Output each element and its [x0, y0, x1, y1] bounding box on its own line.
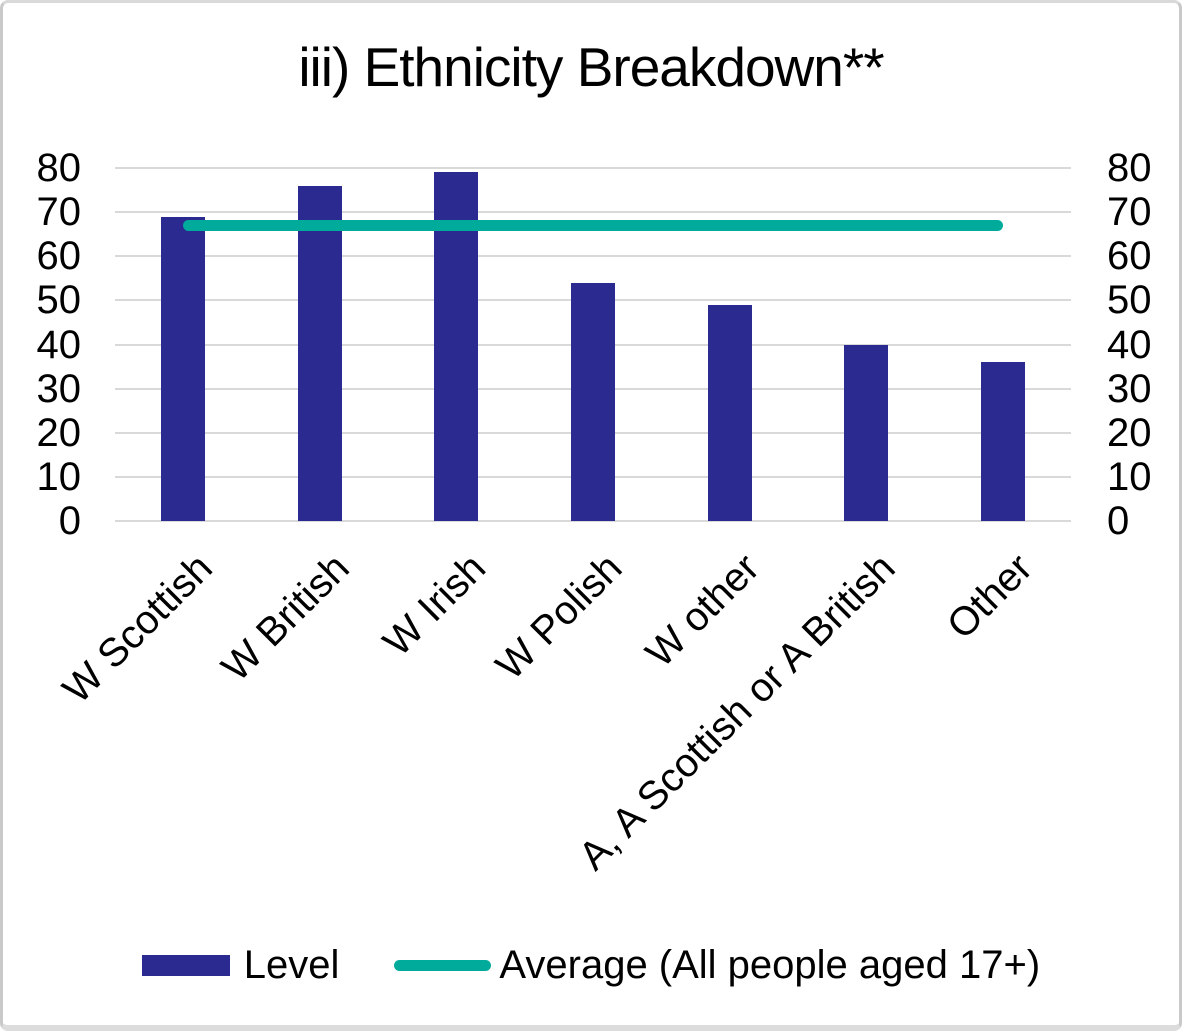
x-axis-label: W Polish — [487, 545, 631, 689]
y-axis-label-left: 30 — [36, 366, 82, 411]
y-axis-label-right: 20 — [1107, 410, 1152, 455]
x-axis-label: Other — [938, 545, 1041, 648]
gridline — [115, 211, 1071, 214]
bar — [707, 304, 752, 521]
y-axis-label-right: 70 — [1107, 190, 1152, 235]
y-axis-label-right: 60 — [1107, 234, 1152, 279]
y-axis-label-left: 50 — [36, 278, 82, 323]
legend-label-level: Level — [243, 943, 340, 987]
y-axis-label-left: 10 — [36, 454, 82, 499]
y-axis-label-left: 70 — [36, 190, 82, 235]
x-axis-label: W Irish — [375, 545, 495, 665]
y-axis-label-left: 60 — [36, 234, 82, 279]
y-axis-label-left: 80 — [36, 146, 82, 190]
bar — [980, 362, 1025, 521]
y-axis-label-left: 20 — [36, 410, 82, 455]
bar — [844, 344, 889, 521]
level-series-swatch — [141, 954, 230, 976]
legend: Level Average (All people aged 17+) — [3, 941, 1179, 989]
average-line — [183, 219, 1003, 231]
gridline — [115, 167, 1071, 169]
y-axis-label-right: 0 — [1107, 499, 1130, 543]
x-axis-label: W other — [637, 545, 768, 676]
average-series-swatch — [394, 959, 492, 971]
bar — [161, 216, 206, 521]
y-axis-label-right: 50 — [1107, 278, 1152, 323]
gridline — [115, 520, 1071, 522]
y-axis-label-right: 80 — [1107, 146, 1152, 190]
bar — [571, 282, 615, 521]
y-axis-label-left: 0 — [58, 499, 81, 543]
y-axis-label-right: 40 — [1107, 322, 1152, 367]
y-axis-label-right: 10 — [1107, 454, 1152, 499]
gridline — [115, 255, 1071, 258]
y-axis-label-right: 30 — [1107, 366, 1152, 411]
y-axis-label-left: 40 — [36, 322, 82, 367]
x-axis-label: W Scottish — [54, 545, 221, 712]
x-axis-label: W British — [213, 545, 358, 690]
bar — [297, 185, 342, 521]
chart-title: iii) Ethnicity Breakdown** — [298, 36, 884, 98]
legend-label-average: Average (All people aged 17+) — [499, 943, 1041, 987]
